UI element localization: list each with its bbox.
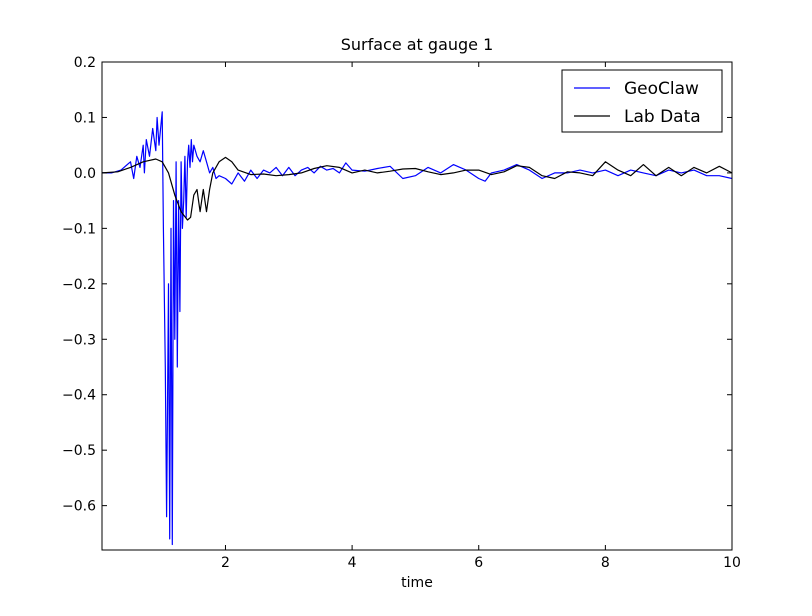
y-tick-label: 0.1 (74, 110, 96, 126)
y-tick-label: −0.6 (62, 499, 96, 515)
x-axis: 2 4 6 8 10 (221, 62, 741, 571)
y-tick-label: −0.3 (62, 332, 96, 348)
y-tick-label: −0.4 (62, 388, 96, 404)
chart-title: Surface at gauge 1 (341, 35, 494, 54)
series-line-1 (102, 111, 732, 546)
legend-label-2: Lab Data (624, 107, 701, 127)
x-tick-label: 6 (474, 555, 483, 571)
legend: GeoClaw Lab Data (561, 69, 723, 133)
series-layer (102, 111, 732, 546)
y-tick-label: −0.2 (62, 277, 96, 293)
x-tick-label: 10 (723, 555, 741, 571)
y-tick-label: 0.2 (74, 55, 96, 71)
x-tick-label: 2 (221, 555, 230, 571)
x-axis-label: time (401, 575, 433, 591)
legend-box (561, 69, 723, 133)
series-line-2 (102, 156, 732, 221)
legend-label-1: GeoClaw (624, 79, 699, 99)
x-tick-label: 4 (348, 555, 357, 571)
x-tick-label: 8 (601, 555, 610, 571)
y-tick-label: 0.0 (74, 166, 96, 182)
plot-area-frame (101, 61, 733, 551)
y-tick-label: −0.1 (62, 221, 96, 237)
y-axis: 0.2 0.1 0.0 −0.1 −0.2 −0.3 −0.4 −0.5 −0.6 (62, 55, 732, 515)
y-tick-label: −0.5 (62, 443, 96, 459)
